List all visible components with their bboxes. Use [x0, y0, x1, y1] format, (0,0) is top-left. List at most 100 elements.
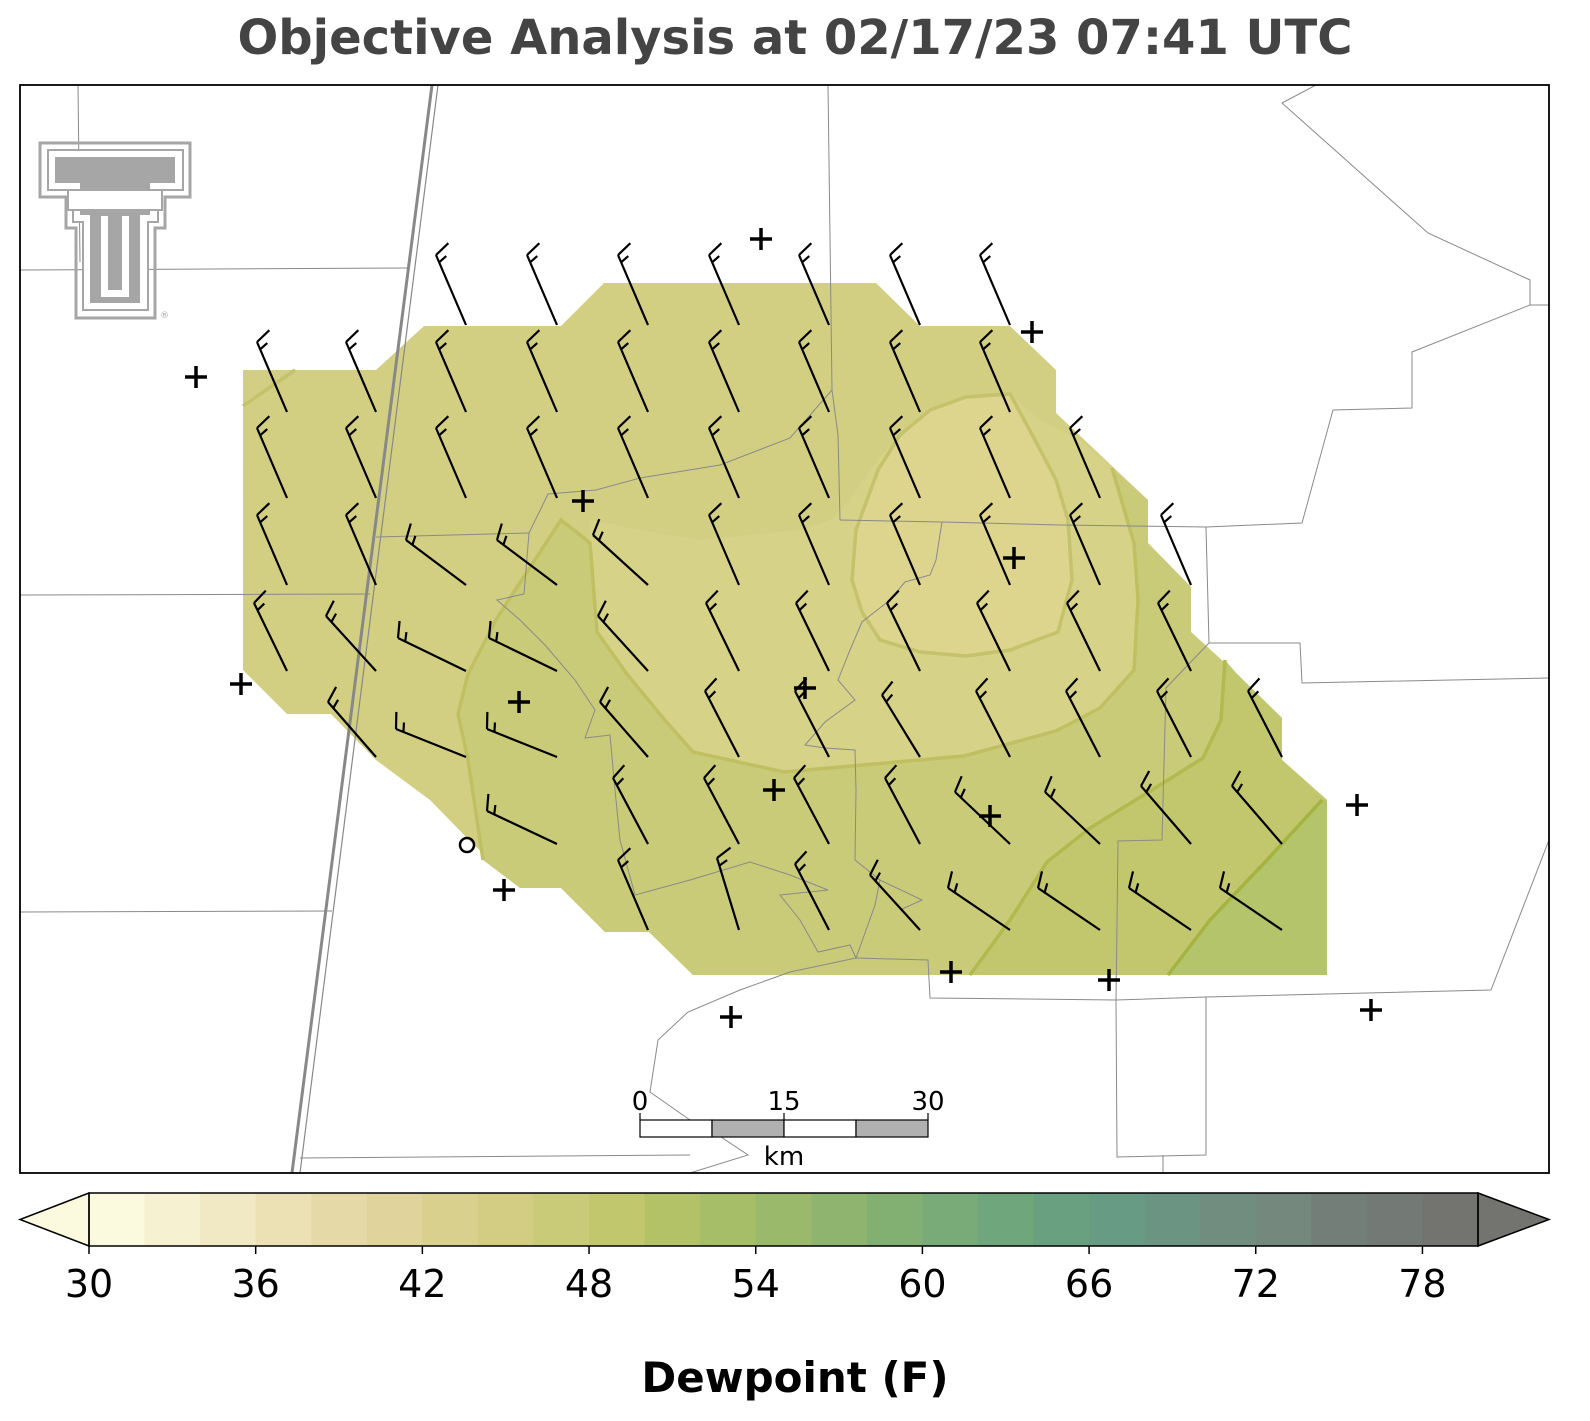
wind-barb	[797, 502, 831, 586]
wind-barb	[616, 242, 650, 326]
dewpoint-region-far-southeast	[1168, 800, 1327, 975]
wind-barb	[344, 502, 378, 586]
wind-barb	[525, 415, 559, 499]
scale-bar-unit: km	[764, 1142, 804, 1172]
wind-barb	[344, 415, 378, 499]
state-border	[290, 85, 439, 1173]
wind-barb	[707, 502, 741, 586]
scale-bar-segment	[711, 1119, 785, 1138]
wind-barb	[888, 242, 922, 326]
wind-barb	[1157, 589, 1192, 672]
state-border-line	[290, 85, 434, 1173]
contour-line	[850, 392, 1074, 658]
colorbar-segment	[811, 1193, 868, 1246]
wind-barb	[1140, 770, 1192, 845]
wind-barb	[325, 600, 377, 672]
colorbar-segment	[700, 1193, 757, 1246]
wind-barb	[703, 764, 740, 845]
county-line	[299, 1154, 691, 1159]
wind-barb	[1043, 775, 1101, 845]
wind-barb	[975, 677, 1011, 758]
wind-barb	[707, 329, 741, 413]
wind-barb	[888, 415, 922, 499]
station-marker	[1021, 321, 1043, 343]
wind-barb	[795, 589, 830, 672]
colorbar-segment	[1422, 1193, 1479, 1246]
colorbar-tick-label: 66	[1065, 1262, 1113, 1306]
colorbar-segment	[477, 1193, 534, 1246]
wind-barb	[869, 859, 921, 931]
colorbar-label: Dewpoint (F)	[641, 1353, 949, 1402]
station-marker	[508, 691, 530, 713]
wind-barb	[715, 846, 741, 931]
colorbar-tick-label: 54	[732, 1262, 780, 1306]
wind-barb	[797, 415, 831, 499]
scale-bar: 0 15 30 km	[632, 1087, 945, 1172]
wind-barb	[946, 871, 1011, 931]
logo-bar	[67, 189, 163, 211]
colorbar-segment	[1255, 1193, 1312, 1246]
scale-bar-segment	[639, 1119, 713, 1138]
station-marker	[794, 677, 816, 699]
colorbar-tick-label: 60	[898, 1262, 946, 1306]
colorbar-segment	[255, 1193, 312, 1246]
colorbar: 30 36 42 48 54 60 66 72 78	[17, 1191, 1552, 1306]
logo-stem-inner	[108, 215, 122, 290]
wind-barb	[525, 242, 559, 326]
colorbar-segment	[644, 1193, 701, 1246]
colorbar-segment	[533, 1193, 590, 1246]
station-markers	[185, 228, 1382, 1028]
wind-barb	[1065, 677, 1101, 758]
wind-barb	[344, 329, 378, 413]
station-marker	[230, 673, 252, 695]
logo-registered-mark: ®	[160, 311, 169, 321]
wind-barb	[797, 329, 831, 413]
wind-barb	[1247, 677, 1283, 758]
chart-title: Objective Analysis at 02/17/23 07:41 UTC	[237, 10, 1353, 66]
wind-barb	[434, 242, 468, 326]
colorbar-segment	[422, 1193, 479, 1246]
wind-barb	[953, 775, 1011, 845]
colorbar-segment	[89, 1193, 146, 1246]
wind-barb	[888, 329, 922, 413]
colorbar-segment	[1033, 1193, 1090, 1246]
wind-barb	[793, 764, 830, 845]
wind-barb	[255, 415, 289, 499]
contour-line	[968, 659, 1227, 977]
wind-barb	[1068, 502, 1102, 586]
colorbar-segment	[866, 1193, 923, 1246]
dewpoint-region-core	[852, 394, 1072, 656]
colorbar-segment	[311, 1193, 368, 1246]
station-marker	[1360, 999, 1382, 1021]
wind-barb	[591, 518, 649, 586]
colorbar-segment	[1200, 1193, 1257, 1246]
contour-line	[242, 368, 296, 408]
colorbar-segment	[1311, 1193, 1368, 1246]
wind-barb	[495, 523, 558, 586]
colorbar-tick-label: 30	[65, 1262, 113, 1306]
station-marker	[493, 879, 515, 901]
wind-barb	[485, 711, 558, 759]
wind-barb	[1068, 415, 1102, 499]
station-marker	[720, 1006, 742, 1028]
county-line	[1281, 85, 1531, 305]
colorbar-segment	[200, 1193, 257, 1246]
wind-barb	[255, 329, 289, 413]
colorbar-tick-label: 72	[1232, 1262, 1280, 1306]
wind-barb	[616, 415, 650, 499]
wind-barb	[978, 329, 1012, 413]
wind-barb	[394, 711, 467, 759]
contour-line	[456, 467, 1140, 861]
wind-barb	[1231, 770, 1283, 845]
scale-bar-segment	[783, 1119, 857, 1138]
station-marker	[572, 490, 594, 512]
county-line	[649, 957, 857, 1173]
wind-barb	[886, 589, 921, 672]
wind-barb	[616, 329, 650, 413]
wind-barb	[599, 686, 649, 758]
county-line	[20, 910, 333, 913]
station-marker	[940, 961, 962, 983]
dewpoint-fill	[242, 283, 1327, 977]
wind-barb	[487, 620, 558, 672]
